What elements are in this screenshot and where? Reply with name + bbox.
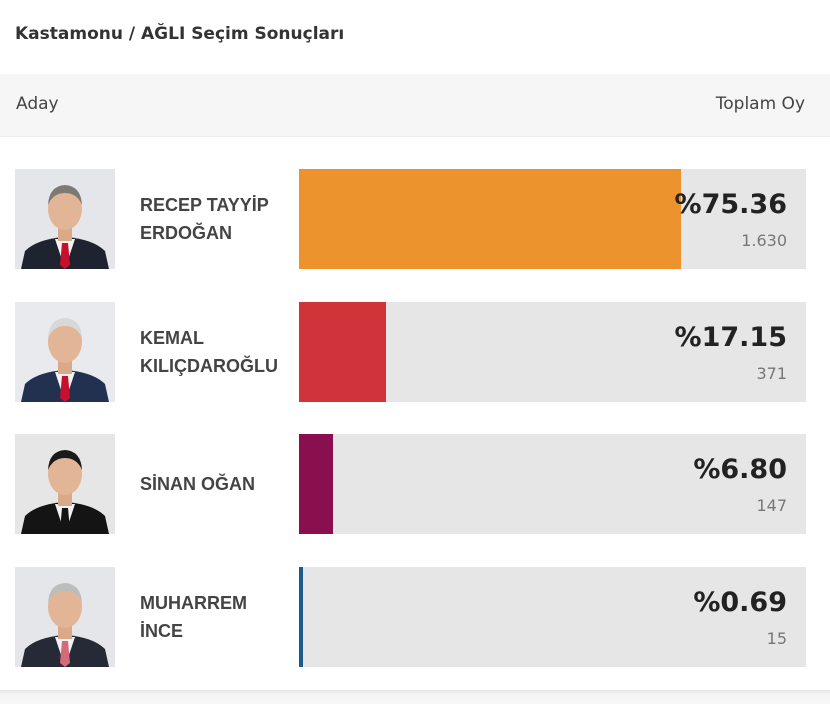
vote-count: 371 (756, 364, 787, 383)
candidate-avatar (15, 302, 115, 402)
candidate-avatar (15, 169, 115, 269)
candidate-row: KEMAL KILIÇDAROĞLU %17.15 371 (0, 302, 830, 402)
vote-count: 147 (756, 496, 787, 515)
percent-label: %0.69 (693, 587, 787, 618)
candidate-name: SİNAN OĞAN (140, 434, 290, 534)
portrait-icon (15, 169, 115, 269)
candidate-name-line1: KEMAL (140, 328, 204, 348)
bar-track: %6.80 147 (299, 434, 806, 534)
vote-count: 1.630 (741, 231, 787, 250)
candidate-row: SİNAN OĞAN %6.80 147 (0, 434, 830, 534)
percent-label: %6.80 (693, 454, 787, 485)
bar-track: %75.36 1.630 (299, 169, 806, 269)
candidate-name-line2: İNCE (140, 621, 184, 641)
vote-count: 15 (766, 629, 787, 648)
bar (299, 302, 386, 402)
candidate-name: KEMAL KILIÇDAROĞLU (140, 302, 290, 402)
table-header: Aday Toplam Oy (0, 74, 830, 137)
candidate-name-line1: RECEP TAYYİP (140, 195, 269, 215)
portrait-icon (15, 434, 115, 534)
candidate-row: RECEP TAYYİP ERDOĞAN %75.36 1.630 (0, 169, 830, 269)
bar (299, 169, 681, 269)
candidate-name: RECEP TAYYİP ERDOĞAN (140, 169, 290, 269)
bar (299, 434, 333, 534)
bar (299, 567, 303, 667)
portrait-icon (15, 302, 115, 402)
header-candidate: Aday (16, 94, 59, 114)
portrait-icon (15, 567, 115, 667)
candidate-name-line1: MUHARREM (140, 593, 247, 613)
bar-track: %0.69 15 (299, 567, 806, 667)
percent-label: %75.36 (674, 189, 787, 220)
candidate-avatar (15, 567, 115, 667)
bar-track: %17.15 371 (299, 302, 806, 402)
candidate-avatar (15, 434, 115, 534)
percent-label: %17.15 (674, 322, 787, 353)
page-title: Kastamonu / AĞLI Seçim Sonuçları (15, 24, 345, 44)
header-total-votes: Toplam Oy (715, 94, 805, 114)
candidate-name-line2: ERDOĞAN (140, 223, 233, 243)
candidate-name-line1: SİNAN OĞAN (140, 474, 256, 494)
candidate-row: MUHARREM İNCE %0.69 15 (0, 567, 830, 667)
candidate-name-line2: KILIÇDAROĞLU (140, 356, 278, 376)
divider (0, 690, 830, 704)
candidate-name: MUHARREM İNCE (140, 567, 290, 667)
